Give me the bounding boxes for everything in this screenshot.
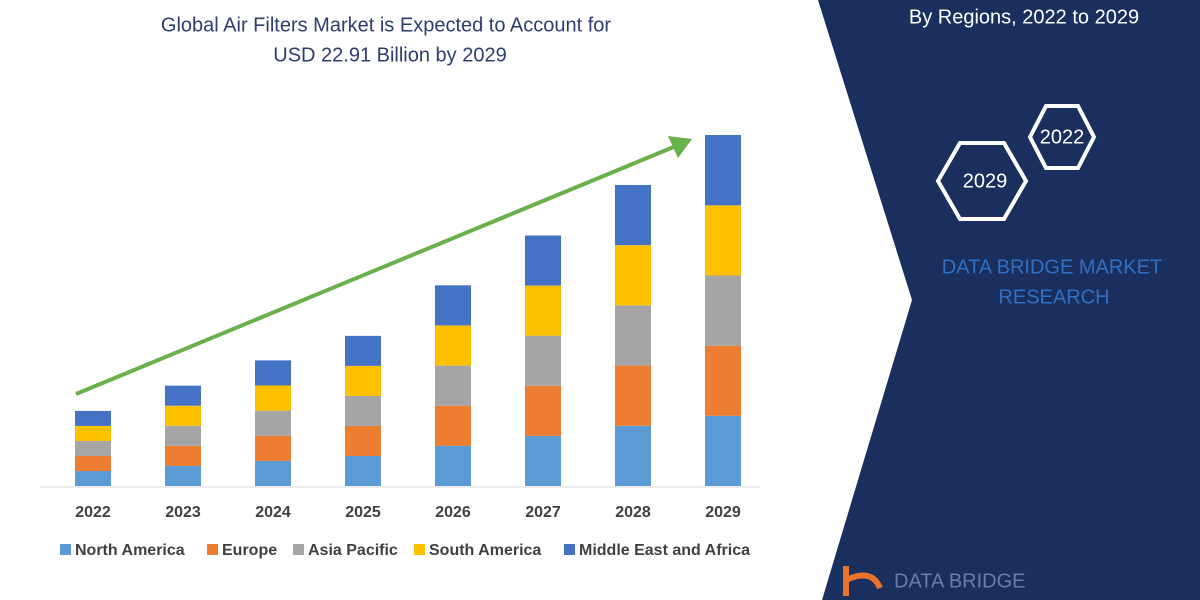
- trend-arrow: [75, 144, 677, 396]
- bar-segment: [615, 184, 651, 246]
- bar-segment: [75, 425, 111, 441]
- bar-segment: [525, 385, 561, 436]
- bar-segment: [705, 415, 741, 486]
- hexagon-label: 2029: [963, 170, 1008, 192]
- bar-segment: [345, 425, 381, 456]
- plot: [75, 135, 741, 486]
- brand-line: RESEARCH: [998, 286, 1109, 308]
- bar-segment: [75, 410, 111, 426]
- legend-swatch: [207, 544, 218, 555]
- bar-segment: [165, 405, 201, 426]
- bar-segment: [615, 365, 651, 426]
- x-tick-label: 2028: [615, 504, 651, 521]
- bar-segment: [615, 245, 651, 306]
- bar-segment: [705, 135, 741, 206]
- legend-swatch: [564, 544, 575, 555]
- bar-segment: [435, 445, 471, 486]
- bar-segment: [75, 455, 111, 471]
- bar-segment: [615, 305, 651, 366]
- x-tick-label: 2026: [435, 504, 471, 521]
- bar-segment: [255, 385, 291, 411]
- bar-segment: [525, 435, 561, 486]
- bar-segment: [165, 465, 201, 486]
- logo-text: DATA BRIDGE: [894, 570, 1026, 592]
- bar-segment: [165, 425, 201, 446]
- x-tick-label: 2023: [165, 504, 201, 521]
- bar-segment: [705, 275, 741, 346]
- legend-swatch: [60, 544, 71, 555]
- brand-line: DATA BRIDGE MARKET: [942, 256, 1162, 278]
- legend-swatch: [414, 544, 425, 555]
- hexagon: [935, 141, 1029, 221]
- bar-segment: [255, 410, 291, 436]
- logo-icon: [843, 566, 883, 596]
- bar-segment: [255, 460, 291, 486]
- bar-segment: [165, 445, 201, 466]
- x-tick-label: 2025: [345, 504, 381, 521]
- bar-segment: [705, 345, 741, 416]
- bar-segment: [345, 395, 381, 426]
- panel-subtitle: By Regions, 2022 to 2029: [909, 6, 1139, 28]
- legend-label: South America: [429, 542, 541, 559]
- legend-label: Middle East and Africa: [579, 542, 750, 559]
- legend-label: North America: [75, 542, 185, 559]
- bar-segment: [255, 435, 291, 461]
- bar-segment: [435, 325, 471, 366]
- bar-segment: [615, 425, 651, 486]
- bar-segment: [165, 385, 201, 406]
- bar-segment: [345, 365, 381, 396]
- bar-segment: [75, 470, 111, 486]
- side-panel: [818, 0, 1200, 600]
- arrow-head: [668, 136, 692, 158]
- bar-segment: [345, 455, 381, 486]
- x-tick-label: 2029: [705, 504, 741, 521]
- chart-title: USD 22.91 Billion by 2029: [273, 44, 506, 66]
- bar-segment: [705, 205, 741, 276]
- bar-segment: [435, 285, 471, 326]
- hexagon: [1027, 104, 1097, 170]
- chart-title: Global Air Filters Market is Expected to…: [161, 14, 612, 36]
- bar-segment: [345, 335, 381, 366]
- bar-segment: [525, 335, 561, 386]
- bar-segment: [525, 235, 561, 286]
- x-tick-label: 2027: [525, 504, 561, 521]
- legend-label: Asia Pacific: [308, 542, 398, 559]
- bar-segment: [525, 285, 561, 336]
- bar-segment: [255, 360, 291, 386]
- hexagon-label: 2022: [1040, 126, 1085, 148]
- x-tick-label: 2022: [75, 504, 111, 521]
- bar-segment: [435, 405, 471, 446]
- bar-segment: [75, 440, 111, 456]
- x-tick-label: 2024: [255, 504, 291, 521]
- legend-swatch: [293, 544, 304, 555]
- legend-label: Europe: [222, 542, 277, 559]
- bar-segment: [435, 365, 471, 406]
